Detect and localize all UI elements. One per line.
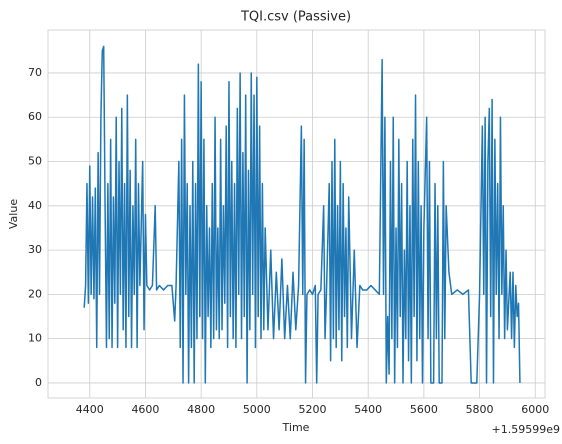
- y-tick-label: 20: [28, 287, 42, 300]
- y-tick-label: 70: [28, 66, 42, 79]
- x-tick-label: 4800: [187, 403, 215, 416]
- x-axis-label: Time: [282, 421, 310, 434]
- x-tick-label: 5800: [466, 403, 494, 416]
- y-tick-label: 30: [28, 243, 42, 256]
- y-tick-label: 10: [28, 332, 42, 345]
- y-axis-label: Value: [7, 199, 20, 229]
- x-tick-label: 4600: [131, 403, 159, 416]
- x-tick-label: 5200: [299, 403, 327, 416]
- x-tick-label: 5400: [354, 403, 382, 416]
- y-tick-label: 60: [28, 110, 42, 123]
- y-tick-label: 0: [35, 376, 42, 389]
- chart-title: TQI.csv (Passive): [240, 10, 351, 25]
- plot-frame: [47, 29, 546, 399]
- y-tick-label: 40: [28, 199, 42, 212]
- x-tick-label: 4400: [76, 403, 104, 416]
- y-tick-label: 50: [28, 155, 42, 168]
- x-tick-label: 5000: [243, 403, 271, 416]
- x-tick-label: 5600: [410, 403, 438, 416]
- x-offset-label: +1.59599e9: [492, 423, 560, 436]
- data-line: [83, 45, 521, 384]
- x-tick-label: 6000: [521, 403, 549, 416]
